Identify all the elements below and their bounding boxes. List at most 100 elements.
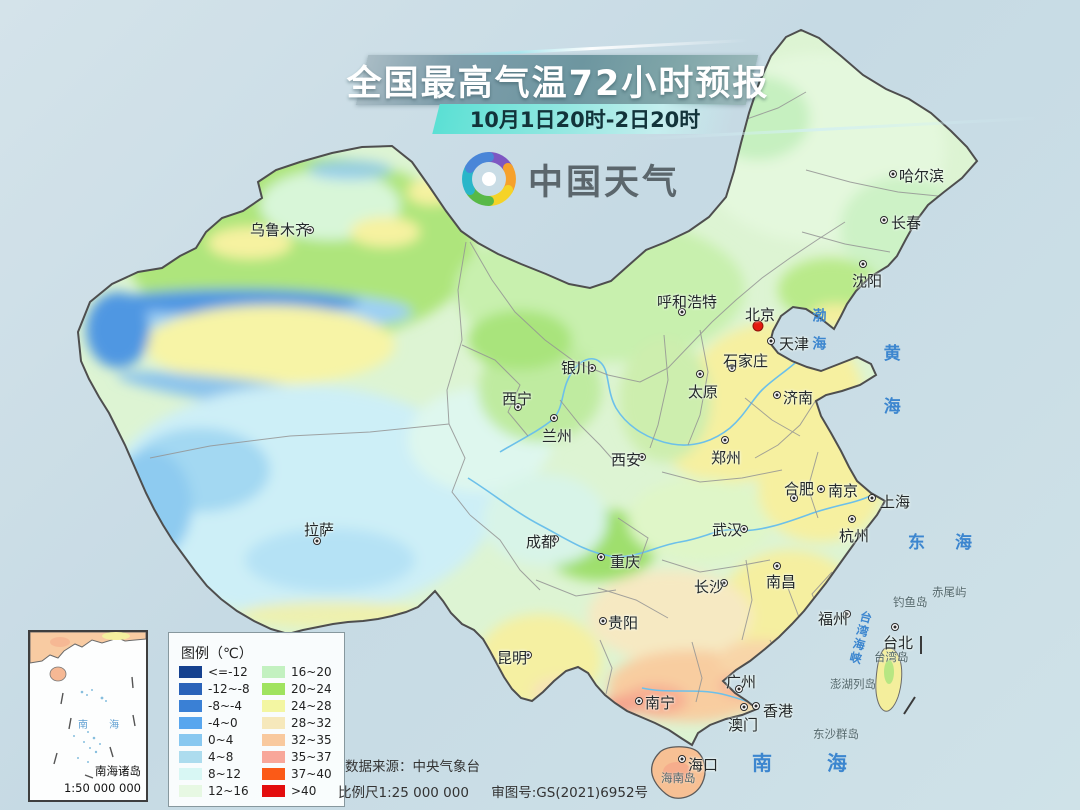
legend-label: 32~35	[291, 733, 332, 747]
legend-swatch	[262, 700, 285, 712]
legend-label: 0~4	[208, 733, 234, 747]
approval-number: 审图号:GS(2021)6952号	[491, 785, 649, 801]
city-marker-银川	[588, 364, 596, 372]
legend-row->40: >40	[262, 784, 332, 798]
legend-label: 4~8	[208, 750, 234, 764]
city-label-南宁: 南宁	[645, 694, 676, 712]
legend-swatch	[179, 751, 202, 763]
legend-label: 8~12	[208, 767, 241, 781]
legend-label: 24~28	[291, 699, 332, 713]
city-marker-澳门	[740, 703, 748, 711]
legend-swatch	[179, 700, 202, 712]
map-scale-line: 比例尺1:25 000 000 审图号:GS(2021)6952号	[338, 781, 648, 801]
legend-row-8~12: 8~12	[179, 767, 250, 781]
legend-swatch	[262, 717, 285, 729]
city-label-海口: 海口	[688, 756, 719, 774]
city-marker-广州	[735, 685, 743, 693]
city-marker-重庆	[597, 553, 605, 561]
inset-scale: 1:50 000 000	[63, 781, 141, 795]
sea-label-东海: 东海	[908, 533, 1002, 553]
city-label-武汉: 武汉	[712, 521, 743, 539]
island-label-台湾岛: 台湾岛	[874, 650, 909, 664]
city-label-澳门: 澳门	[728, 716, 759, 734]
legend-row-0~4: 0~4	[179, 733, 250, 747]
legend-swatch	[262, 751, 285, 763]
city-marker-拉萨	[313, 537, 321, 545]
city-label-上海: 上海	[880, 493, 911, 511]
data-source: 数据来源：中央气象台	[345, 759, 480, 775]
city-marker-长春	[880, 216, 888, 224]
city-label-西安: 西安	[611, 451, 642, 469]
pinwheel-logo-icon	[462, 152, 516, 206]
legend-row-35~37: 35~37	[262, 750, 332, 764]
city-marker-武汉	[740, 525, 748, 533]
city-marker-郑州	[721, 436, 729, 444]
city-label-福州: 福州	[818, 610, 849, 628]
city-marker-济南	[773, 391, 781, 399]
legend-swatch	[262, 666, 285, 678]
legend-label: >40	[291, 784, 317, 798]
inset-sea-label: 南 海	[78, 720, 129, 731]
legend-row-32~35: 32~35	[262, 733, 332, 747]
legend-column-2: 16~20 20~24 24~28 28~32 32~35 35~37 37~40 >40	[262, 665, 332, 802]
city-marker-长沙	[720, 579, 728, 587]
island-label-海南岛: 海南岛	[661, 771, 696, 785]
city-label-拉萨: 拉萨	[304, 521, 335, 539]
china-weather-logo: 中国天气	[460, 150, 680, 208]
city-marker-南昌	[773, 562, 781, 570]
city-marker-香港	[752, 702, 760, 710]
island-label-赤尾屿: 赤尾屿	[932, 585, 967, 599]
city-marker-福州	[843, 610, 851, 618]
legend-row-12~16: 12~16	[179, 784, 250, 798]
city-label-昆明: 昆明	[497, 649, 528, 667]
city-label-台北: 台北	[883, 634, 914, 652]
legend-row-4~8: 4~8	[179, 750, 250, 764]
city-label-石家庄: 石家庄	[723, 352, 769, 370]
city-label-香港: 香港	[763, 702, 794, 720]
city-label-西宁: 西宁	[502, 390, 533, 408]
legend-label: -8~-4	[208, 699, 242, 713]
sea-label-渤海: 渤海	[810, 308, 827, 364]
island-label-澎湖列岛: 澎湖列岛	[830, 677, 876, 691]
south-china-sea-inset: 南 海 南海诸岛 1:50 000 000	[28, 630, 148, 802]
legend-swatch	[179, 768, 202, 780]
legend-row-<=-12: <=-12	[179, 665, 250, 679]
city-label-呼和浩特: 呼和浩特	[657, 293, 718, 311]
map-scale: 比例尺1:25 000 000	[338, 785, 469, 801]
page-title: 全国最高气温72小时预报	[346, 63, 770, 104]
legend-column-1: <=-12 -12~-8 -8~-4 -4~0 0~4 4~8 8~12 12~16	[179, 665, 250, 802]
city-label-银川: 银川	[561, 359, 592, 377]
city-marker-杭州	[848, 515, 856, 523]
city-marker-海口	[678, 755, 686, 763]
city-marker-太原	[696, 370, 704, 378]
city-marker-南京	[817, 485, 825, 493]
capital-marker-北京	[752, 320, 764, 332]
city-label-北京: 北京	[745, 306, 776, 324]
city-marker-南宁	[635, 697, 643, 705]
legend-swatch	[179, 666, 202, 678]
legend-label: -4~0	[208, 716, 238, 730]
legend-swatch	[262, 683, 285, 695]
city-label-贵阳: 贵阳	[608, 614, 639, 632]
legend-row--4~0: -4~0	[179, 716, 250, 730]
legend-label: -12~-8	[208, 682, 250, 696]
legend-label: 28~32	[291, 716, 332, 730]
legend-label: 16~20	[291, 665, 332, 679]
city-label-南昌: 南昌	[766, 573, 797, 591]
legend-swatch	[262, 768, 285, 780]
city-marker-沈阳	[859, 260, 867, 268]
city-marker-台北	[891, 623, 899, 631]
national-border	[76, 28, 979, 747]
city-label-合肥: 合肥	[784, 480, 815, 498]
island-label-钓鱼岛: 钓鱼岛	[893, 595, 928, 609]
city-label-沈阳: 沈阳	[852, 272, 883, 290]
city-label-哈尔滨: 哈尔滨	[899, 167, 945, 185]
legend-title: 图例（℃）	[181, 646, 253, 662]
city-marker-成都	[551, 535, 559, 543]
rivers	[467, 358, 871, 705]
city-label-乌鲁木齐: 乌鲁木齐	[250, 221, 311, 239]
city-marker-合肥	[790, 494, 798, 502]
city-marker-呼和浩特	[678, 308, 686, 316]
city-marker-兰州	[550, 414, 558, 422]
